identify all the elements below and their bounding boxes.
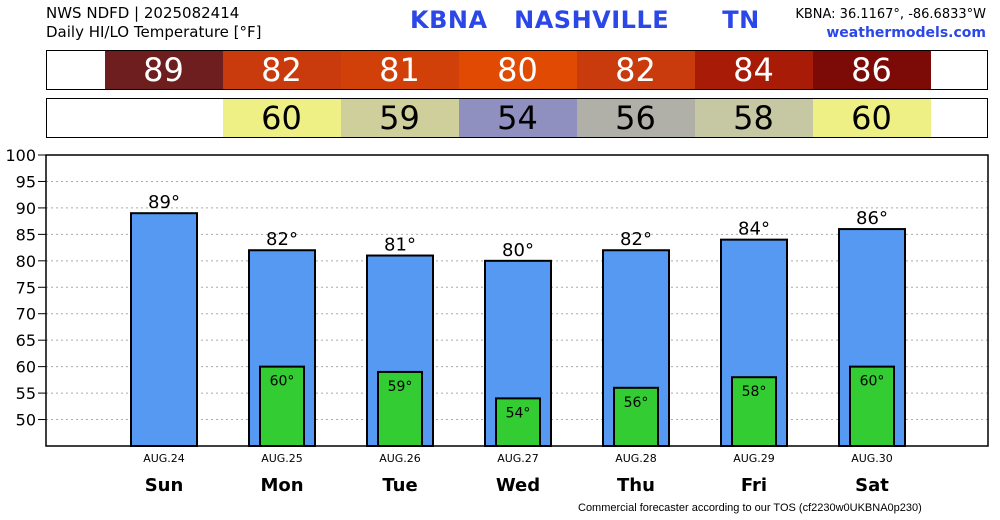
low-bar [731, 376, 777, 447]
y-tick-label: 60 [16, 358, 36, 377]
y-tick-label: 85 [16, 225, 36, 244]
site-link[interactable]: weathermodels.com [826, 25, 986, 41]
y-tick-label: 55 [16, 384, 36, 403]
day-label: Sun [145, 475, 184, 496]
footer-note: Commercial forecaster according to our T… [578, 502, 922, 514]
hi-cell: 81 [340, 51, 459, 89]
low-bar [377, 370, 423, 447]
date-label: AUG.24 [143, 452, 185, 465]
low-bar-label: 59° [388, 379, 413, 395]
y-tick-label: 80 [16, 252, 36, 271]
high-bar-label: 89° [148, 192, 180, 213]
date-label: AUG.30 [851, 452, 893, 465]
hi-cell: 89 [104, 51, 223, 89]
model-run-label: NWS NDFD | 2025082414 [46, 4, 240, 22]
hi-cell: 80 [458, 51, 577, 89]
low-bar [849, 365, 895, 447]
high-bar-label: 82° [266, 229, 298, 250]
day-label: Thu [617, 475, 655, 496]
day-label: Tue [382, 475, 417, 496]
low-bar-label: 60° [270, 374, 295, 390]
day-label: Fri [741, 475, 767, 496]
lo-cell: 60 [812, 99, 931, 137]
date-label: AUG.29 [733, 452, 775, 465]
high-bar-label: 80° [502, 240, 534, 261]
low-bar-label: 56° [624, 395, 649, 411]
station-coords: KBNA: 36.1167°, -86.6833°W [795, 7, 986, 22]
station-title: KBNA NASHVILLE TN [410, 6, 760, 34]
high-bar-label: 81° [384, 235, 416, 256]
hi-cell: 82 [222, 51, 341, 89]
high-bar [130, 212, 198, 447]
y-tick-label: 90 [16, 199, 36, 218]
y-tick-label: 100 [5, 146, 36, 165]
high-bar-label: 84° [738, 219, 770, 240]
high-temperature-strip: 89 82 81 80 82 84 86 [46, 50, 988, 90]
date-label: AUG.26 [379, 452, 421, 465]
y-tick-label: 50 [16, 411, 36, 430]
high-bar-label: 82° [620, 229, 652, 250]
y-tick-label: 75 [16, 278, 36, 297]
low-bar [613, 386, 659, 447]
low-bar-label: 58° [742, 384, 767, 400]
hi-cell: 84 [694, 51, 813, 89]
station-info: KBNA: 36.1167°, -86.6833°W weathermodels… [795, 5, 986, 43]
lo-cell: 59 [340, 99, 459, 137]
y-tick-label: 95 [16, 172, 36, 191]
day-label: Sat [855, 475, 889, 496]
day-label: Wed [496, 475, 540, 496]
day-label: Mon [260, 475, 303, 496]
lo-cell: 58 [694, 99, 813, 137]
lo-cell: 60 [222, 99, 341, 137]
lo-cell: 54 [458, 99, 577, 137]
low-bar [259, 365, 305, 447]
date-label: AUG.27 [497, 452, 539, 465]
y-tick-label: 65 [16, 331, 36, 350]
date-label: AUG.28 [615, 452, 657, 465]
high-bar-label: 86° [856, 208, 888, 229]
low-bar-label: 60° [860, 374, 885, 390]
low-temperature-strip: 60 59 54 56 58 60 [46, 98, 988, 138]
date-label: AUG.25 [261, 452, 303, 465]
y-tick-label: 70 [16, 305, 36, 324]
hi-cell: 82 [576, 51, 695, 89]
product-title: Daily HI/LO Temperature [°F] [46, 23, 262, 41]
low-bar [495, 397, 541, 447]
hi-cell: 86 [812, 51, 931, 89]
low-bar-label: 54° [506, 405, 531, 421]
lo-cell: 56 [576, 99, 695, 137]
product-info: NWS NDFD | 2025082414 Daily HI/LO Temper… [46, 4, 262, 42]
